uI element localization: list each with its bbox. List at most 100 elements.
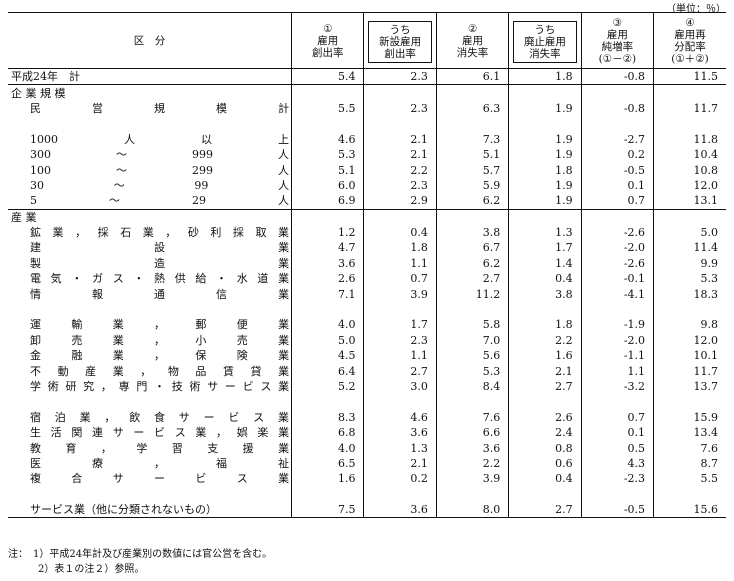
- row-label-text: 産 業: [11, 210, 37, 224]
- note-1: 注： 1）平成24年計及び産業別の数値には官公営を含む。: [8, 549, 273, 560]
- row-label-part: 業: [278, 380, 290, 393]
- row-label-part: 採: [232, 226, 244, 240]
- cell-value: 4.6: [363, 409, 437, 425]
- cell-value: [435, 116, 509, 132]
- row-label-part: 支: [207, 441, 219, 455]
- cell-value: 3.9: [435, 471, 509, 487]
- row-label-part: 上: [278, 132, 290, 146]
- row-label-part: ，: [154, 318, 166, 332]
- cell-value: 13.1: [653, 193, 726, 210]
- row-label-part: 研: [65, 380, 77, 393]
- cell-value: 3.6: [363, 501, 437, 519]
- cell-value: 9.8: [653, 317, 726, 333]
- cell-value: 15.6: [653, 501, 726, 519]
- cell-value: 0.7: [580, 193, 654, 210]
- row-label: 金 融 業 ， 保 険 業: [8, 348, 292, 363]
- row-label-text: 医 療 ， 福 祉: [8, 456, 291, 471]
- cell-value: [580, 394, 654, 410]
- row-label-part: 食: [153, 410, 165, 424]
- table-row: 100 ～ 299 人 5.1 2.2 5.7 1.8 -0.5 10.8: [8, 162, 726, 178]
- row-label: 100 ～ 299 人: [8, 162, 292, 177]
- cell-value: [653, 84, 726, 101]
- row-label-part: 5: [30, 194, 37, 208]
- header-col-3: ② 雇用 消失率: [435, 12, 509, 69]
- row-label-part: 術: [189, 380, 201, 393]
- cell-value: 2.4: [508, 424, 582, 441]
- header-label0: うち: [534, 23, 556, 36]
- row-label-part: 保: [195, 349, 207, 363]
- row-label-part: ー: [154, 472, 166, 486]
- cell-value: [363, 301, 437, 318]
- cell-value: 10.8: [653, 162, 726, 178]
- row-label-text: 100 ～ 299 人: [8, 163, 291, 178]
- row-label-part: 業: [52, 226, 64, 240]
- cell-value: 1.6: [291, 471, 364, 487]
- header-label1: 雇用再: [674, 28, 706, 41]
- unit-label: （単位：％）: [666, 4, 726, 15]
- row-label-part: ビ: [195, 472, 207, 486]
- cell-value: 2.3: [363, 100, 437, 117]
- row-label: 300 ～ 999 人: [8, 147, 292, 162]
- cell-value: -0.8: [580, 68, 654, 86]
- row-label-part: 業: [142, 226, 154, 240]
- row-label: 製造業: [8, 256, 292, 271]
- cell-value: 5.4: [291, 68, 364, 86]
- row-label-text: 電気・ガス・熱供給・水道業: [8, 271, 291, 286]
- cell-value: [508, 486, 582, 502]
- row-label-part: 業: [112, 364, 124, 378]
- row-label-part: ～: [116, 163, 128, 177]
- table-row: 鉱業，採石業，砂利採取業 1.2 0.4 3.8 1.3 -2.6 5.0: [8, 224, 726, 241]
- note-2: 2）表１の注２）参照。: [8, 564, 145, 575]
- row-label-part: 報: [92, 287, 104, 301]
- row-label-part: ，: [165, 226, 177, 240]
- cell-value: [653, 209, 726, 225]
- cell-value: [580, 116, 654, 132]
- cell-value: 1.1: [363, 348, 437, 364]
- row-label-part: ビ: [154, 426, 166, 440]
- row-label-part: 輸: [71, 318, 83, 332]
- row-label-part: 物: [167, 364, 179, 378]
- row-label-part: サ: [112, 426, 124, 440]
- cell-value: 2.6: [508, 409, 582, 425]
- cell-value: 11.8: [653, 131, 726, 147]
- table-row: 情 報 通 信 業 7.1 3.9 11.2 3.8 -4.1 18.3: [8, 286, 726, 302]
- row-label-part: 業: [195, 426, 207, 440]
- cell-value: 5.5: [291, 100, 364, 117]
- row-label-part: 模: [216, 101, 228, 115]
- cell-value: 7.6: [653, 440, 726, 456]
- table-row: 1000 人 以 上 4.6 2.1 7.3 1.9 -2.7 11.8: [8, 131, 726, 147]
- cell-value: 6.5: [291, 455, 364, 472]
- cell-value: [291, 209, 364, 225]
- row-label: [8, 116, 292, 131]
- row-label-part: 業: [278, 472, 290, 486]
- cell-value: 2.9: [363, 193, 437, 210]
- row-label: 30 ～ 99 人: [8, 178, 292, 193]
- row-label-part: 業: [278, 272, 290, 286]
- table-row: 教 育 ， 学 習 支 援 業 4.0 1.3 3.6 0.8 0.5 7.6: [8, 440, 726, 456]
- row-label-part: 業: [278, 287, 290, 301]
- cell-value: 1.9: [508, 131, 582, 147]
- row-label-part: 業: [278, 241, 290, 255]
- cell-value: 3.6: [363, 424, 437, 441]
- header-mark: ④: [685, 16, 695, 29]
- cell-value: [363, 116, 437, 132]
- row-label-part: 楽: [257, 426, 269, 440]
- row-label-part: ，: [100, 380, 112, 393]
- row-label-part: ー: [133, 426, 145, 440]
- cell-value: 7.6: [435, 409, 509, 425]
- row-label-part: 運: [30, 318, 41, 332]
- row-label-part: 育: [65, 441, 77, 455]
- row-label-text: サービス業（他に分類されないもの）: [30, 503, 217, 517]
- cell-value: 6.9: [291, 193, 364, 210]
- cell-value: 5.3: [435, 363, 509, 379]
- cell-value: -0.1: [580, 271, 654, 287]
- cell-value: 12.0: [653, 332, 726, 349]
- row-label: 宿泊業，飲食サービス業: [8, 410, 292, 425]
- row-label-part: ，: [154, 456, 166, 470]
- cell-value: 0.6: [508, 455, 582, 472]
- row-label-part: 気: [50, 272, 62, 286]
- cell-value: 1.7: [363, 317, 437, 333]
- cell-value: 18.3: [653, 286, 726, 302]
- cell-value: 1.9: [508, 177, 582, 194]
- row-label-part: ～: [109, 194, 121, 208]
